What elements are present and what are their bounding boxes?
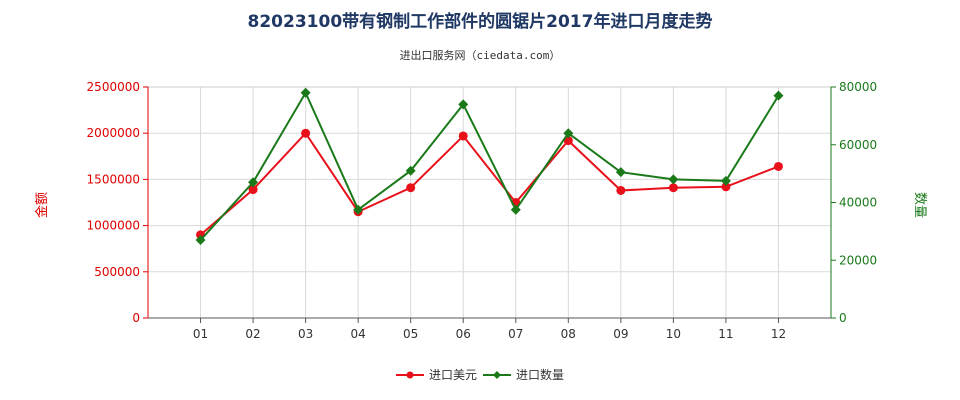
chart-subtitle: 进出口服务网（ciedata.com）	[400, 48, 561, 62]
x-tick-label: 03	[298, 327, 313, 341]
x-tick-label: 05	[403, 327, 418, 341]
chart-title: 82023100带有钢制工作部件的圆锯片2017年进口月度走势	[248, 11, 713, 32]
data-point-qty	[615, 167, 626, 178]
left-tick-label: 500000	[94, 265, 140, 279]
left-tick-label: 1500000	[87, 172, 140, 186]
data-point-qty	[405, 165, 416, 176]
data-point-qty	[773, 90, 784, 101]
data-point-qty	[248, 177, 259, 188]
x-tick-label: 12	[771, 327, 786, 341]
right-tick-label: 20000	[839, 253, 877, 267]
left-tick-label: 1000000	[87, 219, 140, 233]
x-tick-label: 04	[351, 327, 366, 341]
data-point-usd	[301, 128, 311, 138]
data-point-qty	[720, 175, 731, 186]
data-point-usd	[721, 182, 731, 192]
left-axis-title: 金额	[34, 192, 50, 218]
data-point-qty	[300, 87, 311, 98]
left-tick-label: 0	[132, 311, 140, 325]
data-point-qty	[458, 99, 469, 110]
right-tick-label: 0	[839, 311, 847, 325]
right-tick-label: 80000	[839, 80, 877, 94]
data-point-usd	[616, 185, 626, 195]
legend-item-usd: 进口美元	[396, 368, 477, 382]
data-point-usd	[773, 161, 783, 171]
right-axis-title: 数量	[912, 192, 927, 218]
legend-usd-label: 进口美元	[429, 368, 477, 382]
series-line-usd	[199, 131, 779, 236]
data-point-qty	[195, 235, 206, 246]
legend-qty-marker	[493, 371, 501, 379]
data-point-usd	[563, 136, 573, 146]
plot-area	[147, 86, 832, 319]
x-tick-label: 09	[613, 327, 628, 341]
x-tick-label: 06	[456, 327, 471, 341]
data-point-qty	[563, 128, 574, 139]
right-axis: 0 20000 40000 60000 80000	[830, 80, 877, 325]
legend-qty-label: 进口数量	[516, 367, 564, 382]
legend: 进口美元 进口数量	[396, 367, 564, 382]
right-tick-label: 60000	[839, 138, 877, 152]
x-tick-label: 02	[245, 327, 260, 341]
grid-lines	[148, 86, 831, 319]
left-tick-label: 2500000	[87, 80, 140, 94]
x-tick-label: 08	[561, 327, 576, 341]
x-tick-label: 01	[193, 327, 208, 341]
series-layer	[195, 87, 784, 246]
legend-usd-marker	[406, 371, 414, 379]
right-tick-label: 40000	[839, 196, 877, 210]
data-point-usd	[248, 185, 258, 195]
legend-item-qty: 进口数量	[483, 367, 564, 382]
left-axis: 0 500000 1000000 1500000 2000000 2500000	[87, 80, 149, 325]
series-line-qty	[199, 90, 780, 241]
left-tick-label: 2000000	[87, 126, 140, 140]
data-point-qty	[668, 174, 679, 185]
x-axis: 01 02 03 04 05 06 07 08 09 10 11 12	[148, 317, 831, 341]
data-point-usd	[458, 131, 468, 141]
data-point-qty	[353, 204, 364, 215]
data-point-usd	[668, 183, 678, 193]
x-tick-label: 07	[508, 327, 523, 341]
x-tick-label: 11	[718, 327, 733, 341]
x-tick-label: 10	[666, 327, 681, 341]
data-point-usd	[406, 183, 416, 193]
data-point-qty	[510, 204, 521, 215]
